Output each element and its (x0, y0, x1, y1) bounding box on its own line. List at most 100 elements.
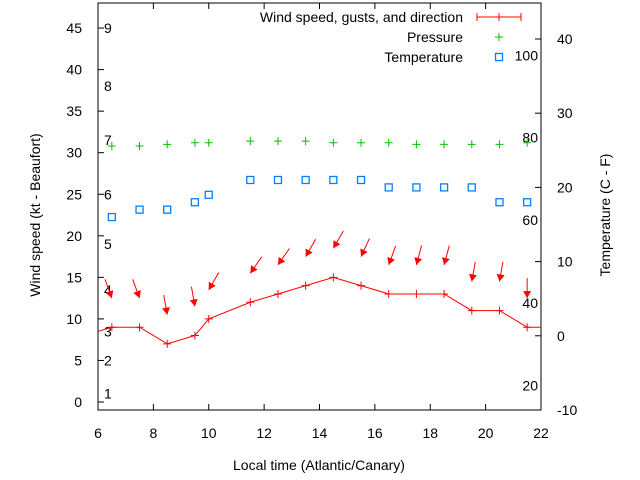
pressure-point (163, 140, 172, 149)
pressure-point (246, 137, 255, 146)
legend-label-wind: Wind speed, gusts, and direction (260, 9, 463, 25)
y2-tick-label: -10 (557, 402, 577, 418)
wind-arrow-head (414, 257, 423, 265)
wind-arrow-head (133, 290, 141, 299)
wind-arrow-head (305, 248, 313, 257)
pressure-point (412, 140, 421, 149)
x-tick-label: 8 (149, 425, 157, 441)
y2-tick-label: 10 (557, 254, 573, 270)
temperature-point (107, 212, 116, 222)
wind-speed-point (301, 281, 310, 290)
wind-speed-point (384, 289, 393, 298)
temperature-point (412, 183, 421, 192)
x-tick-label: 16 (367, 425, 383, 441)
temperature-point (384, 183, 393, 192)
pressure-point (273, 137, 282, 146)
legend-sample-temperature (494, 52, 504, 62)
legend-sample-pressure (495, 33, 503, 41)
pressure-point (523, 138, 532, 147)
y-tick-label: 15 (66, 269, 82, 285)
wind-arrow-head (277, 256, 286, 265)
legend-sample-wind (476, 13, 522, 21)
wind-arrow-head (469, 273, 477, 282)
pressure-point (495, 140, 504, 149)
legend-label-temperature: Temperature (384, 49, 463, 65)
legend-label-pressure: Pressure (407, 29, 463, 45)
fahrenheit-label: 80 (522, 130, 538, 146)
wind-arrow-head (162, 307, 170, 315)
beaufort-label: 8 (104, 78, 112, 94)
beaufort-label: 2 (104, 352, 112, 368)
y-tick-label: 30 (66, 145, 82, 161)
fahrenheit-label: 60 (522, 212, 538, 228)
y-tick-label: 40 (66, 62, 82, 78)
wind-speed-point (523, 323, 532, 332)
pressure-point (301, 137, 310, 146)
temperature-point (135, 205, 144, 214)
temperature-point (246, 175, 255, 185)
beaufort-label: 7 (104, 132, 112, 148)
pressure-point (467, 140, 476, 149)
fahrenheit-label: 40 (522, 295, 538, 311)
wind-arrow-head (523, 291, 532, 299)
beaufort-label: 6 (104, 186, 112, 202)
wind-speed-point (495, 306, 504, 315)
x-tick-label: 6 (94, 425, 102, 441)
wind-speed-line (97, 276, 541, 345)
x-tick-label: 10 (201, 425, 217, 441)
wind-arrow-head (496, 273, 505, 282)
x-tick-label: 22 (533, 425, 549, 441)
x-axis-label: Local time (Atlantic/Canary) (233, 457, 405, 473)
legend: Wind speed, gusts, and direction Pressur… (260, 9, 463, 65)
pressure-point (357, 138, 366, 147)
wind-speed-point (440, 289, 449, 298)
beaufort-label: 1 (104, 386, 112, 402)
wind-arrow-head (105, 290, 114, 299)
temperature-point (301, 175, 310, 185)
beaufort-label: 5 (104, 236, 112, 252)
fahrenheit-label: 20 (522, 378, 538, 394)
pressure-point (329, 138, 338, 147)
pressure-point (204, 138, 213, 147)
y2-tick-label: 40 (557, 31, 573, 47)
y-tick-label: 35 (66, 103, 82, 119)
wind-arrow-head (250, 265, 258, 274)
pressure-point (190, 138, 199, 147)
pressure-point (135, 142, 144, 151)
wind-speed-point (204, 314, 213, 323)
fahrenheit-label: 100 (515, 47, 539, 63)
temperature-point (329, 175, 338, 185)
wind-arrow-head (387, 256, 395, 265)
temperature-point (204, 190, 213, 199)
y-tick-label: 0 (74, 394, 82, 410)
pressure-point (107, 142, 116, 151)
y2-tick-label: 30 (557, 105, 573, 121)
temperature-point (190, 198, 200, 207)
wind-arrow-head (189, 298, 198, 307)
x-tick-label: 20 (478, 425, 494, 441)
beaufort-label: 9 (104, 20, 112, 36)
y2-tick-label: 20 (557, 179, 573, 195)
y-tick-label: 20 (66, 228, 82, 244)
temperature-point (273, 175, 283, 185)
temperature-point (356, 175, 366, 185)
temperature-point (523, 198, 532, 207)
wind-speed-point (357, 281, 366, 290)
y-tick-label: 45 (66, 20, 82, 36)
y-tick-label: 5 (74, 352, 82, 368)
wind-speed-point (246, 298, 255, 307)
x-tick-label: 14 (312, 425, 328, 441)
pressure-point (440, 140, 449, 149)
wind-speed-point (329, 273, 338, 282)
wind-arrow-head (360, 248, 368, 257)
wind-speed-point (273, 289, 282, 298)
y2-tick-label: 0 (557, 328, 565, 344)
beaufort-label: 4 (104, 282, 112, 298)
x-tick-label: 18 (422, 425, 438, 441)
wind-speed-point (107, 323, 116, 332)
beaufort-label: 3 (104, 323, 112, 339)
wind-speed-point (190, 331, 199, 340)
wind-arrow-head (442, 257, 450, 265)
x-tick-label: 12 (256, 425, 272, 441)
